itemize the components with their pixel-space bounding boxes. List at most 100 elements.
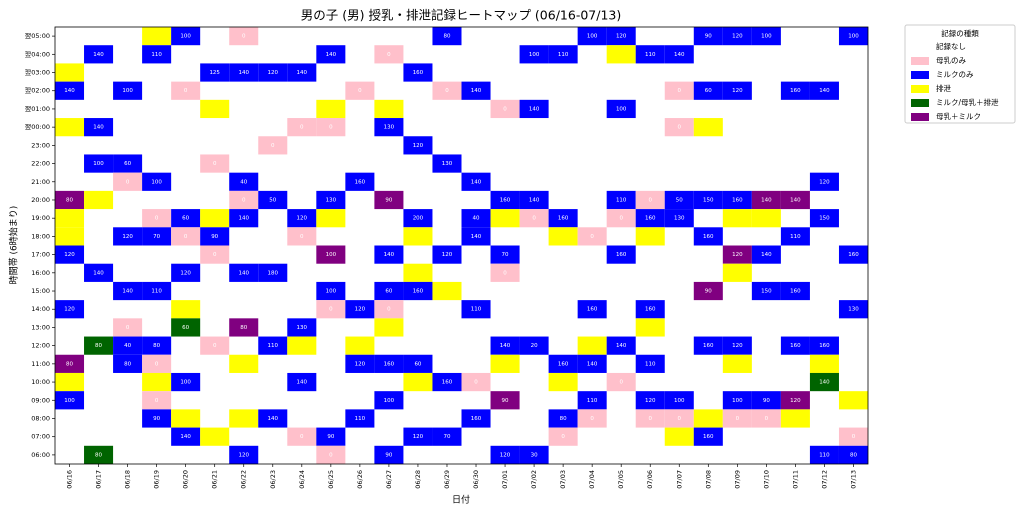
heatmap-cell xyxy=(316,427,346,446)
heatmap-cell xyxy=(780,336,810,355)
heatmap-cell xyxy=(142,209,172,228)
heatmap-cell xyxy=(519,336,549,355)
cell-label: 100 xyxy=(674,398,685,404)
cell-label: 100 xyxy=(848,34,859,40)
cell-label: 140 xyxy=(238,216,249,222)
cell-label: 60 xyxy=(385,289,392,295)
cell-label: 0 xyxy=(329,452,333,458)
heatmap-cell xyxy=(316,445,346,464)
heatmap-cell xyxy=(577,227,607,246)
cell-label: 110 xyxy=(645,52,656,58)
cell-label: 160 xyxy=(442,380,453,386)
heatmap-cell xyxy=(780,81,810,100)
heatmap-cell xyxy=(664,118,694,137)
cell-label: 90 xyxy=(705,34,712,40)
y-tick-label: 翌03:00 xyxy=(25,69,50,77)
heatmap-cell xyxy=(548,409,578,428)
cell-label: 160 xyxy=(645,216,656,222)
cell-label: 160 xyxy=(703,343,714,349)
heatmap-cell xyxy=(142,27,172,46)
cell-label: 110 xyxy=(616,197,627,203)
heatmap-cell xyxy=(432,245,462,264)
y-tick-label: 23:00 xyxy=(31,141,50,149)
x-tick-label: 06/29 xyxy=(443,470,451,489)
heatmap-cell xyxy=(780,190,810,210)
heatmap-cell xyxy=(722,391,752,410)
cell-label: 180 xyxy=(268,270,279,276)
cell-label: 0 xyxy=(590,234,594,240)
heatmap-cell xyxy=(345,81,375,100)
cell-label: 90 xyxy=(153,416,160,422)
heatmap-cell xyxy=(664,427,694,446)
cell-label: 140 xyxy=(238,270,249,276)
cell-label: 140 xyxy=(180,434,191,440)
heatmap-cell xyxy=(519,99,549,119)
cell-label: 0 xyxy=(503,270,507,276)
heatmap-cell xyxy=(635,409,665,428)
heatmap-cell xyxy=(838,391,868,410)
legend-title: 記録の種類 xyxy=(941,28,979,38)
cell-label: 120 xyxy=(355,361,366,367)
x-tick-label: 06/25 xyxy=(327,470,335,489)
heatmap-cell xyxy=(113,227,143,246)
cell-label: 100 xyxy=(616,106,627,112)
heatmap-cell xyxy=(403,427,433,446)
cell-label: 0 xyxy=(387,52,391,58)
heatmap-cell xyxy=(722,336,752,355)
heatmap-cell xyxy=(316,190,346,210)
heatmap-cell xyxy=(55,354,85,373)
cell-label: 60 xyxy=(182,325,189,331)
heatmap-cell xyxy=(55,245,85,264)
heatmap-cell xyxy=(374,391,404,410)
cell-label: 0 xyxy=(126,179,130,185)
x-tick-label: 07/09 xyxy=(733,470,741,489)
heatmap-cell xyxy=(287,372,317,392)
heatmap-cell xyxy=(287,227,317,246)
heatmap-cell xyxy=(84,190,114,210)
heatmap-cell xyxy=(432,154,462,173)
heatmap-cell xyxy=(751,209,781,228)
cell-label: 130 xyxy=(848,307,859,313)
heatmap-cell xyxy=(229,445,259,464)
heatmap-cell xyxy=(432,372,462,392)
cell-label: 120 xyxy=(413,434,424,440)
heatmap-cell xyxy=(171,209,201,228)
cell-label: 140 xyxy=(93,125,104,131)
heatmap-cell xyxy=(403,281,433,301)
legend-swatch xyxy=(911,99,929,107)
heatmap-cell xyxy=(142,391,172,410)
heatmap-cell xyxy=(722,209,752,228)
cell-label: 140 xyxy=(529,197,540,203)
heatmap-cell xyxy=(200,245,230,264)
heatmap-cell xyxy=(374,354,404,373)
heatmap-cell xyxy=(142,372,172,392)
cell-label: 140 xyxy=(587,361,598,367)
cell-label: 0 xyxy=(184,88,188,94)
heatmap-cell xyxy=(664,81,694,100)
heatmap-cell xyxy=(606,45,636,64)
heatmap-cell xyxy=(490,263,520,282)
x-tick-label: 06/30 xyxy=(472,470,480,489)
cell-label: 120 xyxy=(732,252,743,258)
heatmap-cell xyxy=(461,209,491,228)
heatmap-cell xyxy=(374,281,404,301)
heatmap-cell xyxy=(200,63,230,82)
heatmap-cell xyxy=(751,281,781,301)
heatmap-cell xyxy=(84,263,114,282)
cell-label: 0 xyxy=(619,216,623,222)
cell-label: 140 xyxy=(471,179,482,185)
cell-label: 120 xyxy=(355,307,366,313)
cell-label: 110 xyxy=(558,52,569,58)
x-tick-label: 06/19 xyxy=(153,470,161,489)
heatmap-cell xyxy=(809,372,839,392)
cell-label: 90 xyxy=(705,289,712,295)
heatmap-cell xyxy=(577,336,607,355)
cell-label: 0 xyxy=(242,197,246,203)
heatmap-cell xyxy=(432,427,462,446)
cell-label: 80 xyxy=(66,361,73,367)
legend-label: 記録なし xyxy=(936,41,966,51)
cell-label: 0 xyxy=(765,416,769,422)
heatmap-cell xyxy=(635,354,665,373)
heatmap-cell xyxy=(490,336,520,355)
